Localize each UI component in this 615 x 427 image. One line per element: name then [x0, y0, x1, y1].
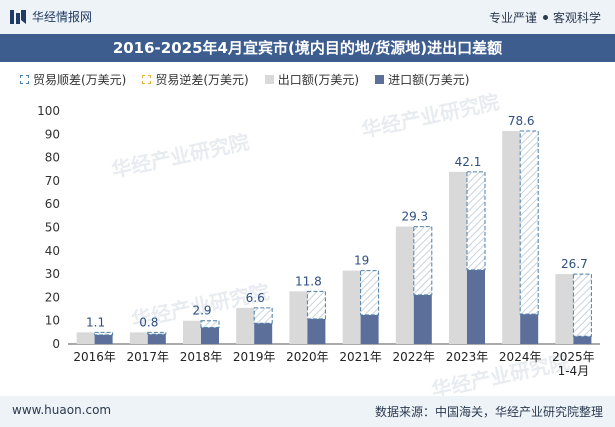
legend-export: 出口额(万美元) — [264, 71, 360, 88]
import-bar — [307, 318, 326, 344]
import-bar — [360, 314, 379, 344]
y-tick-label: 10 — [45, 314, 60, 328]
surplus-data-label: 0.8 — [139, 315, 158, 329]
import-bar — [413, 294, 432, 344]
surplus-box — [200, 320, 220, 328]
x-tick-label: 2018年 — [180, 350, 223, 364]
y-tick-label: 20 — [45, 290, 60, 304]
surplus-box — [413, 226, 433, 296]
footer-url: www.huaon.com — [12, 403, 112, 417]
import-bar — [573, 336, 592, 344]
footer-source: 数据来源：中国海关，华经产业研究院整理 — [374, 405, 603, 419]
export-bar — [236, 307, 255, 344]
surplus-box — [147, 331, 167, 335]
tag-professional: 专业严谨 — [488, 11, 537, 25]
import-swatch — [375, 75, 385, 84]
separator-dot-icon — [542, 15, 548, 20]
import-bar — [520, 314, 539, 344]
x-tick-label: 2025年 — [552, 350, 595, 364]
y-tick-label: 100 — [37, 104, 60, 118]
x-tick-label: 2022年 — [393, 350, 436, 364]
y-tick-label: 70 — [45, 174, 60, 188]
export-bar — [555, 274, 574, 344]
export-bar — [342, 270, 361, 344]
export-bar — [129, 332, 148, 344]
surplus-data-label: 29.3 — [401, 210, 428, 224]
surplus-box — [94, 331, 114, 336]
x-tick-label: 2019年 — [233, 350, 276, 364]
export-bar — [183, 320, 201, 344]
brand: 华经情报网 — [10, 8, 92, 25]
footer: www.huaon.com 数据来源：中国海关，华经产业研究院整理 — [0, 396, 615, 427]
export-bar — [76, 332, 95, 344]
x-tick-label: 2020年 — [286, 350, 329, 364]
y-tick-label: 50 — [45, 221, 60, 235]
export-bar — [449, 171, 467, 344]
import-bar — [94, 334, 113, 344]
legend-import: 进口额(万美元) — [375, 71, 470, 88]
tag-objective: 客观科学 — [552, 11, 601, 25]
surplus-data-label: 78.6 — [508, 114, 535, 128]
export-bar — [502, 131, 521, 344]
x-tick-label: 1-4月 — [558, 364, 590, 378]
import-bar — [254, 323, 273, 344]
export-bar — [289, 291, 308, 344]
legend-surplus-label: 贸易顺差(万美元) — [33, 73, 127, 87]
surplus-box — [466, 171, 486, 271]
surplus-data-label: 1.1 — [86, 315, 105, 329]
surplus-box — [306, 290, 326, 320]
export-swatch — [264, 75, 274, 84]
deficit-swatch — [142, 75, 152, 84]
surplus-swatch — [20, 75, 29, 84]
header-tags: 专业严谨 客观科学 — [489, 9, 601, 26]
brand-name: 华经情报网 — [32, 10, 93, 24]
legend-deficit-label: 贸易逆差(万美元) — [155, 73, 249, 87]
surplus-box — [360, 270, 380, 316]
y-tick-label: 60 — [45, 197, 60, 211]
x-tick-label: 2016年 — [73, 350, 116, 364]
surplus-data-label: 11.8 — [295, 274, 322, 288]
legend-export-label: 出口额(万美元) — [277, 73, 360, 87]
surplus-data-label: 6.6 — [246, 291, 265, 305]
legend-surplus: 贸易顺差(万美元) — [20, 71, 126, 88]
y-tick-label: 90 — [45, 127, 60, 141]
import-bar — [147, 334, 166, 344]
x-tick-label: 2021年 — [339, 350, 382, 364]
y-tick-label: 30 — [45, 267, 60, 281]
legend-deficit: 贸易逆差(万美元) — [142, 71, 249, 88]
surplus-box — [519, 130, 539, 315]
import-bar — [201, 327, 219, 344]
export-bar — [395, 226, 414, 344]
y-tick-label: 40 — [45, 244, 60, 258]
surplus-box — [572, 273, 592, 337]
legend-import-label: 进口额(万美元) — [388, 73, 470, 87]
surplus-data-label: 2.9 — [192, 304, 211, 318]
surplus-data-label: 26.7 — [561, 257, 588, 271]
top-bar: 华经情报网 专业严谨 客观科学 — [0, 0, 615, 34]
logo-icon — [10, 9, 26, 24]
surplus-data-label: 42.1 — [455, 155, 482, 169]
bar-chart: 0 10 20 30 40 50 60 70 80 90 100 1.1 2016年 0.8 2017年 2.… — [37, 104, 600, 378]
y-tick-label: 0 — [52, 337, 60, 351]
surplus-data-label: 19 — [354, 254, 369, 268]
chart-legend: 贸易顺差(万美元) 贸易逆差(万美元) 出口额(万美元) 进口额(万美元) — [20, 71, 470, 88]
x-tick-label: 2017年 — [127, 350, 170, 364]
chart-title: 2016-2025年4月宜宾市(境内目的地/货源地)进出口差额 — [0, 34, 615, 62]
import-bar — [467, 269, 485, 344]
x-tick-label: 2024年 — [499, 350, 542, 364]
y-tick-label: 80 — [45, 151, 60, 165]
surplus-box — [253, 307, 273, 324]
x-tick-label: 2023年 — [446, 350, 489, 364]
